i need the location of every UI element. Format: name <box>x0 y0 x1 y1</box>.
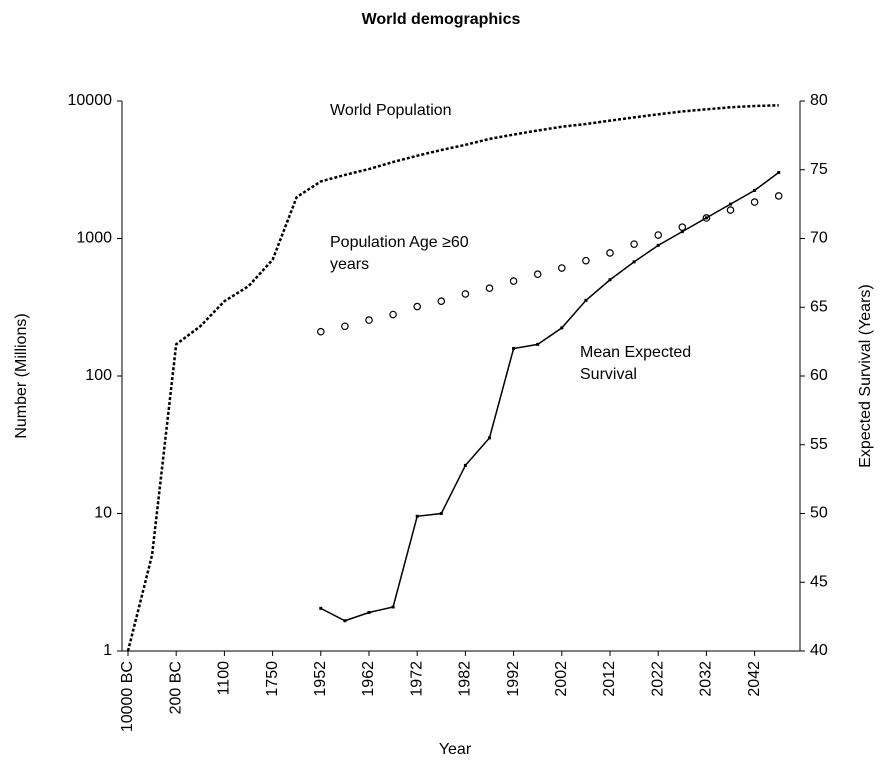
data-point <box>509 277 518 285</box>
series-label: World Population <box>330 102 452 119</box>
data-point <box>341 322 349 331</box>
y-tick-label: 10 <box>94 505 112 522</box>
data-point <box>584 298 588 302</box>
series-annotation: Mean Expected Survival <box>580 344 692 383</box>
data-point <box>654 231 663 239</box>
data-point <box>750 198 759 206</box>
x-tick-label: 1750 <box>264 661 281 697</box>
data-point <box>729 202 732 206</box>
data-point <box>319 606 323 610</box>
data-point <box>678 223 687 231</box>
data-point <box>463 463 467 467</box>
x-tick-label: 1100 <box>216 661 233 696</box>
x-tick-label: 2012 <box>601 661 618 697</box>
y2-tick-label: 60 <box>810 367 828 384</box>
data-point <box>389 310 397 319</box>
data-point <box>777 171 781 174</box>
y2-tick-label: 75 <box>810 161 828 178</box>
data-point <box>774 192 783 200</box>
data-point <box>702 214 711 222</box>
data-point <box>437 297 446 305</box>
data-point <box>488 436 491 440</box>
data-point <box>343 619 347 623</box>
data-point <box>316 327 325 336</box>
y-tick-label: 100 <box>85 367 112 384</box>
y-tick-label: 1 <box>103 642 112 659</box>
data-point <box>608 278 612 282</box>
data-point <box>632 260 636 264</box>
x-tick-label: 2042 <box>746 661 763 697</box>
series-line <box>126 104 779 652</box>
data-point <box>485 284 494 293</box>
data-point <box>415 514 419 518</box>
series-label: Population Age ≥60 years <box>330 234 469 273</box>
x-tick-label: 2022 <box>649 661 666 697</box>
data-point <box>726 206 735 214</box>
data-point <box>512 347 516 350</box>
x-tick-label: 1962 <box>360 661 377 697</box>
x-tick-label: 10000 BC <box>119 661 136 732</box>
y2-tick-label: 65 <box>810 298 828 315</box>
x-tick-label: 200 BC <box>167 661 184 714</box>
data-point <box>630 240 638 248</box>
chart-title: World demographics <box>362 11 521 28</box>
y2-tick-label: 45 <box>810 573 828 590</box>
data-point <box>557 264 566 272</box>
data-point <box>365 316 373 324</box>
x-tick-label: 2002 <box>553 661 570 697</box>
data-point <box>536 342 540 346</box>
data-point <box>753 188 757 192</box>
x-tick-label: 2032 <box>698 661 715 697</box>
y2-tick-label: 70 <box>810 230 828 247</box>
series-annotation: World Population <box>330 102 452 119</box>
x-tick-label: 1982 <box>457 661 474 697</box>
data-point <box>439 512 443 515</box>
data-point <box>582 256 590 265</box>
data-point <box>704 216 708 220</box>
data-point <box>606 249 614 257</box>
y2-tick-label: 50 <box>810 505 828 522</box>
y-tick-label: 10000 <box>68 92 113 109</box>
data-point <box>656 243 660 247</box>
y-axis-title: Number (Millions) <box>13 313 30 438</box>
series-line <box>320 171 780 622</box>
x-tick-label: 1952 <box>312 661 329 697</box>
x-tick-label: 1972 <box>408 661 425 697</box>
y2-axis-title: Expected Survival (Years) <box>857 284 874 468</box>
data-point <box>533 270 542 279</box>
series-label: Mean Expected Survival <box>580 344 692 383</box>
data-point <box>461 290 470 298</box>
y-tick-label: 1000 <box>76 230 112 247</box>
data-point <box>391 605 395 609</box>
y2-tick-label: 55 <box>810 436 828 453</box>
y2-tick-label: 80 <box>810 92 828 109</box>
x-tick-label: 1992 <box>505 661 522 697</box>
data-point <box>413 302 422 311</box>
series-annotation: Population Age ≥60 years <box>330 234 469 273</box>
y2-tick-label: 40 <box>810 642 828 659</box>
x-axis-title: Year <box>439 741 472 758</box>
data-point <box>680 230 684 234</box>
data-point <box>367 611 371 614</box>
data-point <box>560 326 564 330</box>
